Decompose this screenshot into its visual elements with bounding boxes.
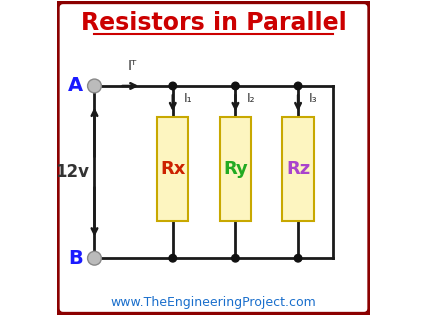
Circle shape xyxy=(87,79,101,93)
Circle shape xyxy=(87,251,101,265)
Text: B: B xyxy=(68,249,83,268)
Text: 12v: 12v xyxy=(55,163,89,181)
Bar xyxy=(157,117,188,221)
Circle shape xyxy=(169,82,176,90)
Text: Iᵀ: Iᵀ xyxy=(127,59,136,73)
Circle shape xyxy=(294,254,301,262)
Bar xyxy=(219,117,250,221)
Text: I₃: I₃ xyxy=(308,92,317,105)
Text: Rz: Rz xyxy=(285,160,309,178)
Text: Rx: Rx xyxy=(160,160,185,178)
Text: Resistors in Parallel: Resistors in Parallel xyxy=(81,11,345,35)
Bar xyxy=(282,117,313,221)
FancyBboxPatch shape xyxy=(57,1,369,315)
Text: www.TheEngineeringProject.com: www.TheEngineeringProject.com xyxy=(110,295,316,309)
Circle shape xyxy=(294,82,301,90)
Text: Ry: Ry xyxy=(222,160,247,178)
Text: I₂: I₂ xyxy=(246,92,254,105)
Circle shape xyxy=(169,254,176,262)
Text: A: A xyxy=(68,76,83,95)
Circle shape xyxy=(231,254,239,262)
Circle shape xyxy=(231,82,239,90)
Text: I₁: I₁ xyxy=(183,92,192,105)
